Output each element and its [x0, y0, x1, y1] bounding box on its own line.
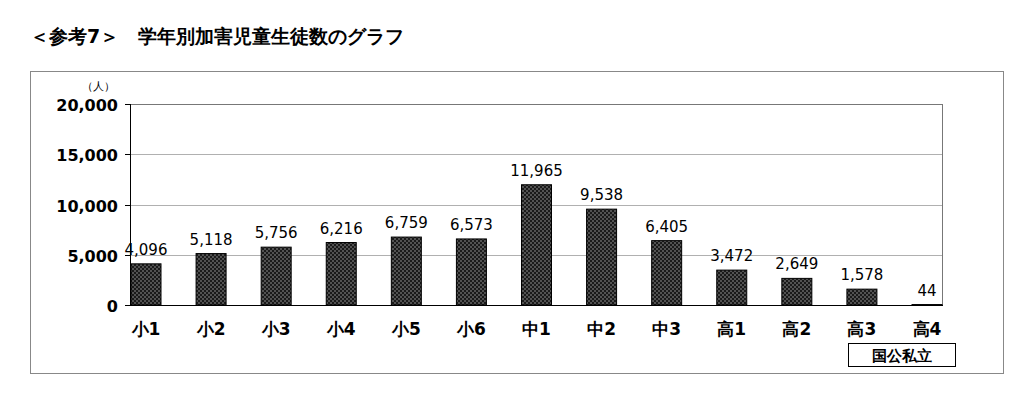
bar [652, 241, 682, 305]
data-label: 5,118 [190, 231, 233, 249]
chart: ＜参考7＞ 学年別加害児童生徒数のグラフ 0 5,000 10,000 15,000 20… [0, 0, 1024, 395]
category-label: 小5 [391, 319, 421, 339]
x-axis [130, 305, 943, 306]
data-label: 3,472 [710, 247, 753, 265]
bar [391, 237, 421, 305]
tick-label: 10,000 [56, 197, 118, 216]
tick-label: 15,000 [56, 146, 118, 165]
category-label: 高3 [847, 319, 876, 339]
category-label: 小3 [261, 319, 291, 339]
grid-line [130, 154, 943, 155]
bar [847, 289, 877, 305]
data-label: 6,405 [645, 218, 688, 236]
category-label: 小1 [131, 319, 161, 339]
title: ＜参考7＞ 学年別加害児童生徒数のグラフ [30, 25, 404, 47]
bar [782, 278, 812, 305]
labels: 4,096小15,118小25,756小36,216小46,759小56,573… [125, 162, 942, 339]
tick-label: 0 [107, 297, 118, 316]
y-axis [130, 104, 131, 305]
category-label: 小2 [196, 319, 226, 339]
data-label: 44 [917, 282, 936, 300]
category-label: 小6 [456, 319, 486, 339]
category-label: 小4 [326, 319, 356, 339]
category-label: 高1 [717, 319, 746, 339]
bar [717, 270, 747, 305]
data-label: 9,538 [580, 186, 623, 204]
bar [912, 304, 942, 305]
bar [456, 239, 486, 305]
category-label: 高2 [782, 319, 811, 339]
grid-line [130, 305, 943, 306]
plot-frame [131, 105, 943, 306]
data-label: 6,573 [450, 216, 493, 234]
data-label: 5,756 [255, 224, 298, 242]
bars [131, 185, 942, 305]
bar [587, 209, 617, 305]
category-label: 中1 [522, 319, 551, 339]
bar [522, 185, 552, 305]
annotation-box [849, 344, 956, 367]
bar [326, 243, 356, 305]
category-label: 高4 [913, 319, 942, 339]
data-label: 1,578 [840, 266, 883, 284]
data-label: 6,759 [385, 214, 428, 232]
data-label: 6,216 [320, 220, 363, 238]
annotation: 国公私立 [872, 347, 932, 365]
tick-mark [125, 154, 130, 155]
bar [196, 254, 226, 305]
category-label: 中2 [587, 319, 616, 339]
bar [131, 264, 161, 305]
bar [261, 247, 291, 305]
data-label: 2,649 [775, 255, 818, 273]
tick-mark [125, 305, 130, 306]
tick-label: 20,000 [56, 96, 118, 115]
category-label: 中3 [652, 319, 681, 339]
tick-label: 5,000 [67, 247, 118, 266]
tick-mark [125, 104, 130, 105]
outer-frame [31, 72, 1004, 374]
tick-mark [125, 205, 130, 206]
axis-label: （人） [82, 80, 115, 93]
data-label: 11,965 [510, 162, 563, 180]
